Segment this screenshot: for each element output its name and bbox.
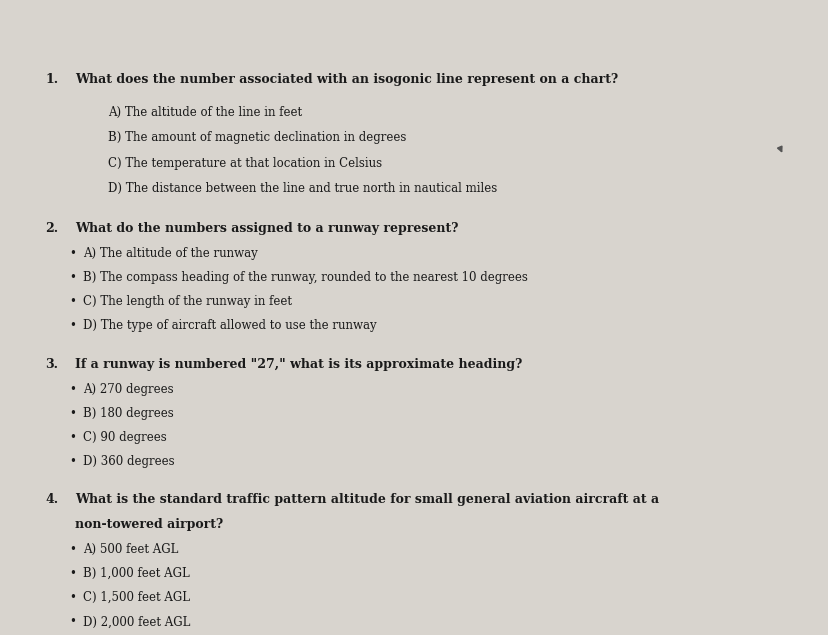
Text: What do the numbers assigned to a runway represent?: What do the numbers assigned to a runway…	[75, 222, 457, 234]
Text: D) The distance between the line and true north in nautical miles: D) The distance between the line and tru…	[108, 182, 497, 195]
Text: B) 1,000 feet AGL: B) 1,000 feet AGL	[83, 567, 190, 580]
Text: B) The amount of magnetic declination in degrees: B) The amount of magnetic declination in…	[108, 131, 406, 144]
Text: B) 180 degrees: B) 180 degrees	[83, 407, 173, 420]
Text: D) The type of aircraft allowed to use the runway: D) The type of aircraft allowed to use t…	[83, 319, 376, 332]
Text: •: •	[69, 615, 75, 628]
Text: A) The altitude of the line in feet: A) The altitude of the line in feet	[108, 106, 301, 119]
Text: C) The length of the runway in feet: C) The length of the runway in feet	[83, 295, 291, 308]
Text: •: •	[69, 455, 75, 468]
Text: C) 90 degrees: C) 90 degrees	[83, 431, 166, 444]
Text: D) 360 degrees: D) 360 degrees	[83, 455, 175, 468]
Text: •: •	[69, 591, 75, 604]
Text: 2.: 2.	[46, 222, 59, 234]
Text: If a runway is numbered "27," what is its approximate heading?: If a runway is numbered "27," what is it…	[75, 358, 522, 370]
Text: •: •	[69, 407, 75, 420]
Text: C) 1,500 feet AGL: C) 1,500 feet AGL	[83, 591, 190, 604]
Text: 4.: 4.	[46, 493, 59, 506]
Text: D) 2,000 feet AGL: D) 2,000 feet AGL	[83, 615, 190, 628]
Text: C) The temperature at that location in Celsius: C) The temperature at that location in C…	[108, 157, 382, 170]
Text: •: •	[69, 247, 75, 260]
Text: •: •	[69, 543, 75, 556]
Text: 1.: 1.	[46, 73, 59, 86]
Text: •: •	[69, 271, 75, 284]
Text: What does the number associated with an isogonic line represent on a chart?: What does the number associated with an …	[75, 73, 617, 86]
Text: B) The compass heading of the runway, rounded to the nearest 10 degrees: B) The compass heading of the runway, ro…	[83, 271, 527, 284]
Text: •: •	[69, 295, 75, 308]
Text: •: •	[69, 567, 75, 580]
Text: •: •	[69, 319, 75, 332]
Text: A) The altitude of the runway: A) The altitude of the runway	[83, 247, 258, 260]
Text: •: •	[69, 431, 75, 444]
Text: A) 500 feet AGL: A) 500 feet AGL	[83, 543, 178, 556]
Text: A) 270 degrees: A) 270 degrees	[83, 383, 173, 396]
Text: 3.: 3.	[46, 358, 59, 370]
Text: non-towered airport?: non-towered airport?	[75, 518, 223, 530]
Text: •: •	[69, 383, 75, 396]
Text: What is the standard traffic pattern altitude for small general aviation aircraf: What is the standard traffic pattern alt…	[75, 493, 658, 506]
